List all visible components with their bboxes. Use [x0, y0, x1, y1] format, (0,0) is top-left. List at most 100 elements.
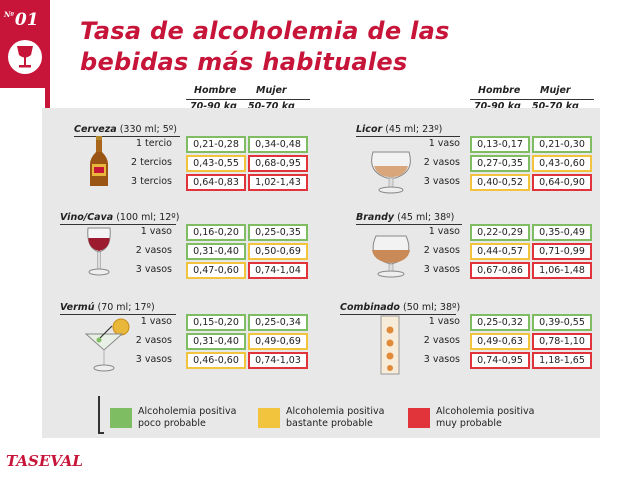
cell-mujer: 1,06-1,48 [532, 262, 592, 279]
badge-prefix: Nº [4, 10, 14, 19]
cell-mujer: 0,71-0,99 [532, 243, 592, 260]
snifter-glass-icon [371, 151, 411, 194]
cell-hombre: 0,49-0,63 [470, 333, 530, 350]
footer-brand: TASEVAL [6, 452, 83, 470]
cell-hombre: 0,74-0,95 [470, 352, 530, 369]
section-divider [340, 314, 456, 315]
section-divider [356, 136, 460, 137]
header-mujer-weight: 50-70 kg [532, 101, 579, 112]
cell-mujer: 0,50-0,69 [248, 243, 308, 260]
cell-hombre: 0,43-0,55 [186, 155, 246, 172]
title-line-2: bebidas más habituales [80, 48, 408, 76]
legend-bracket [98, 396, 104, 434]
cell-mujer: 0,68-0,95 [248, 155, 308, 172]
legend: Alcoholemia positiva poco probable Alcoho… [98, 396, 568, 436]
badge-accent-line [45, 0, 50, 140]
section-title: Licor (45 ml; 23º) [356, 124, 442, 135]
legend-text-yellow: Alcoholemia positiva bastante probable [286, 406, 385, 429]
cell-mujer: 0,34-0,48 [248, 136, 308, 153]
section-divider [60, 314, 176, 315]
drink-name: Licor [356, 124, 383, 135]
cell-hombre: 0,31-0,40 [186, 333, 246, 350]
cell-hombre: 0,27-0,35 [470, 155, 530, 172]
header-hombre-weight: 70-90 kg [474, 101, 521, 112]
drink-name: Cerveza [74, 124, 117, 135]
row-label: 1 vaso [140, 316, 172, 327]
badge-number-value: 01 [14, 10, 39, 30]
section-divider [60, 224, 176, 225]
row-label: 1 vaso [428, 316, 460, 327]
cell-hombre: 0,21-0,28 [186, 136, 246, 153]
cell-hombre: 0,44-0,57 [470, 243, 530, 260]
cell-mujer: 0,64-0,90 [532, 174, 592, 191]
drink-detail: (330 ml; 5º) [119, 124, 177, 135]
cell-hombre: 0,67-0,86 [470, 262, 530, 279]
highball-glass-icon [380, 315, 400, 375]
cell-mujer: 1,02-1,43 [248, 174, 308, 191]
header-hombre-weight: 70-90 kg [190, 101, 237, 112]
section-title: Vermú (70 ml; 17º) [60, 302, 155, 313]
row-label: 1 tercio [135, 138, 172, 149]
wine-glass-icon [87, 227, 111, 276]
row-label: 3 tercios [131, 176, 172, 187]
drink-name: Combinado [340, 302, 400, 313]
row-label: 2 vasos [423, 335, 460, 346]
cell-mujer: 1,18-1,65 [532, 352, 592, 369]
section-title: Vino/Cava (100 ml; 12º) [60, 212, 179, 223]
drink-name: Brandy [356, 212, 395, 223]
row-label: 3 vasos [423, 354, 460, 365]
row-label: 3 vasos [423, 176, 460, 187]
cell-hombre: 0,40-0,52 [470, 174, 530, 191]
cocktail-glass-icon [84, 318, 130, 372]
cell-mujer: 0,25-0,35 [248, 224, 308, 241]
beer-bottle-icon [90, 136, 108, 186]
drink-name: Vino/Cava [60, 212, 114, 223]
section-title: Brandy (45 ml; 38º) [356, 212, 454, 223]
drink-detail: (45 ml; 23º) [385, 124, 443, 135]
row-label: 2 tercios [131, 157, 172, 168]
column-header-left: Hombre Mujer 70-90 kg 50-70 kg [186, 84, 310, 114]
cell-hombre: 0,16-0,20 [186, 224, 246, 241]
cell-mujer: 0,35-0,49 [532, 224, 592, 241]
cell-mujer: 0,74-1,03 [248, 352, 308, 369]
page-title: Tasa de alcoholemia de las bebidas más h… [80, 16, 450, 78]
cell-hombre: 0,25-0,32 [470, 314, 530, 331]
row-label: 1 vaso [428, 226, 460, 237]
cell-hombre: 0,15-0,20 [186, 314, 246, 331]
cell-hombre: 0,46-0,60 [186, 352, 246, 369]
drink-detail: (45 ml; 38º) [397, 212, 455, 223]
row-label: 3 vasos [423, 264, 460, 275]
cell-hombre: 0,31-0,40 [186, 243, 246, 260]
cell-hombre: 0,64-0,83 [186, 174, 246, 191]
cell-hombre: 0,47-0,60 [186, 262, 246, 279]
section-divider [356, 224, 462, 225]
title-line-1: Tasa de alcoholemia de las [80, 17, 450, 45]
row-label: 3 vasos [135, 264, 172, 275]
document-badge: Nº01 [0, 0, 50, 88]
row-label: 2 vasos [423, 157, 460, 168]
drink-detail: (100 ml; 12º) [116, 212, 180, 223]
cell-mujer: 0,78-1,10 [532, 333, 592, 350]
column-header-right: Hombre Mujer 70-90 kg 50-70 kg [470, 84, 594, 114]
row-label: 1 vaso [428, 138, 460, 149]
header-mujer: Mujer [256, 85, 287, 96]
cell-mujer: 0,74-1,04 [248, 262, 308, 279]
legend-swatch-green [110, 408, 132, 428]
row-label: 2 vasos [135, 335, 172, 346]
drink-name: Vermú [60, 302, 95, 313]
legend-swatch-red [408, 408, 430, 428]
legend-text-green: Alcoholemia positiva poco probable [138, 406, 237, 429]
section-title: Cerveza (330 ml; 5º) [74, 124, 177, 135]
header-hombre: Hombre [194, 85, 237, 96]
row-label: 2 vasos [135, 245, 172, 256]
cell-mujer: 0,21-0,30 [532, 136, 592, 153]
cell-mujer: 0,49-0,69 [248, 333, 308, 350]
brandy-glass-icon [372, 235, 410, 278]
header-mujer-weight: 50-70 kg [248, 101, 295, 112]
section-title: Combinado (50 ml; 38º) [340, 302, 460, 313]
cell-mujer: 0,43-0,60 [532, 155, 592, 172]
legend-text-red: Alcoholemia positiva muy probable [436, 406, 535, 429]
cell-hombre: 0,22-0,29 [470, 224, 530, 241]
cell-hombre: 0,13-0,17 [470, 136, 530, 153]
header-hombre: Hombre [478, 85, 521, 96]
